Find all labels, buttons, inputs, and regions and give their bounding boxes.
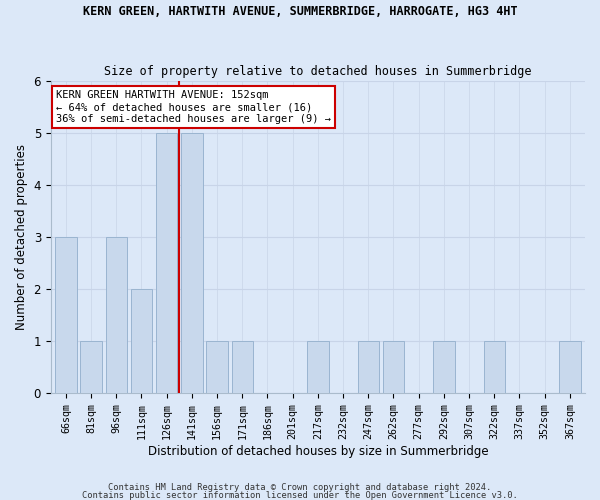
Bar [131,289,152,393]
Bar [206,341,228,393]
Bar [559,341,581,393]
Bar [55,237,77,393]
Title: Size of property relative to detached houses in Summerbridge: Size of property relative to detached ho… [104,66,532,78]
Bar [106,237,127,393]
Text: Contains HM Land Registry data © Crown copyright and database right 2024.: Contains HM Land Registry data © Crown c… [109,484,491,492]
Bar [156,133,178,393]
Bar [80,341,102,393]
Bar [181,133,203,393]
Text: Contains public sector information licensed under the Open Government Licence v3: Contains public sector information licen… [82,490,518,500]
Bar [232,341,253,393]
Text: KERN GREEN HARTWITH AVENUE: 152sqm
← 64% of detached houses are smaller (16)
36%: KERN GREEN HARTWITH AVENUE: 152sqm ← 64%… [56,90,331,124]
Bar [433,341,455,393]
Bar [383,341,404,393]
Bar [358,341,379,393]
Text: KERN GREEN, HARTWITH AVENUE, SUMMERBRIDGE, HARROGATE, HG3 4HT: KERN GREEN, HARTWITH AVENUE, SUMMERBRIDG… [83,5,517,18]
Bar [484,341,505,393]
Y-axis label: Number of detached properties: Number of detached properties [15,144,28,330]
Bar [307,341,329,393]
X-axis label: Distribution of detached houses by size in Summerbridge: Distribution of detached houses by size … [148,444,488,458]
